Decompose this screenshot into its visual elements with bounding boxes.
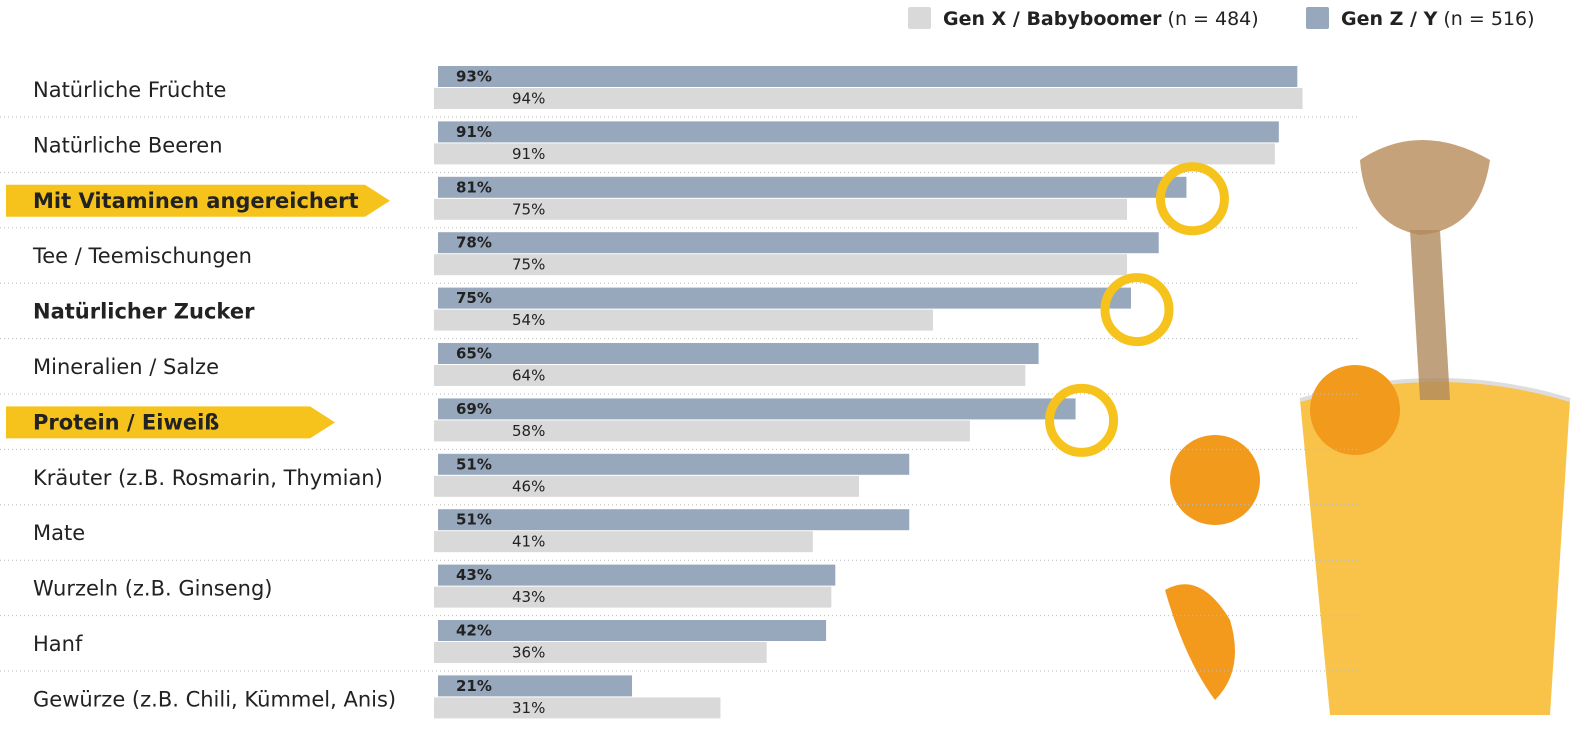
- value-label: 64%: [512, 367, 545, 385]
- legend-sample: (n = 484): [1168, 8, 1259, 30]
- legend-name: Gen Z / Y: [1341, 8, 1438, 30]
- category-label: Protein / Eiweiß: [33, 410, 219, 434]
- bar: [438, 232, 1159, 253]
- value-label: 21%: [456, 677, 492, 695]
- legend-name: Gen X / Babyboomer: [943, 8, 1162, 30]
- bar: [438, 121, 1279, 142]
- value-label: 75%: [512, 256, 545, 274]
- bar: [438, 398, 1076, 419]
- category-label: Mineralien / Salze: [33, 355, 219, 379]
- category-label: Mate: [33, 521, 85, 545]
- highlight-circle: [1050, 388, 1114, 452]
- bar: [434, 310, 933, 331]
- value-label: 54%: [512, 311, 545, 329]
- bar: [438, 509, 909, 530]
- legend-sample: (n = 516): [1443, 8, 1534, 30]
- value-label: 41%: [512, 533, 545, 551]
- value-label: 51%: [456, 455, 492, 473]
- category-label: Natürliche Früchte: [33, 78, 226, 102]
- value-label: 75%: [456, 289, 492, 307]
- value-label: 46%: [512, 477, 545, 495]
- value-label: 51%: [456, 511, 492, 529]
- bar: [438, 288, 1131, 309]
- category-label: Natürliche Beeren: [33, 133, 223, 157]
- category-label: Hanf: [33, 632, 83, 656]
- bar: [438, 620, 826, 641]
- category-label: Kräuter (z.B. Rosmarin, Thymian): [33, 466, 383, 490]
- category-label: Tee / Teemischungen: [32, 244, 252, 268]
- bar: [434, 587, 831, 608]
- value-label: 43%: [512, 588, 545, 606]
- bar: [434, 476, 859, 497]
- value-label: 91%: [456, 123, 492, 141]
- bar: [434, 531, 813, 552]
- value-label: 91%: [512, 145, 545, 163]
- category-label: Natürlicher Zucker: [33, 300, 255, 324]
- highlight-circle: [1160, 167, 1224, 231]
- category-label: Wurzeln (z.B. Ginseng): [33, 577, 272, 601]
- category-label: Gewürze (z.B. Chili, Kümmel, Anis): [33, 687, 396, 711]
- value-label: 81%: [456, 178, 492, 196]
- value-label: 94%: [512, 90, 545, 108]
- bar: [438, 343, 1039, 364]
- bar: [434, 88, 1303, 109]
- bar: [434, 697, 720, 718]
- value-label: 69%: [456, 400, 492, 418]
- bar: [434, 143, 1275, 164]
- value-label: 93%: [456, 68, 492, 86]
- legend-label: Gen Z / Y (n = 516): [1341, 8, 1535, 30]
- value-label: 58%: [512, 422, 545, 440]
- legend-swatch: [1306, 7, 1329, 29]
- value-label: 31%: [512, 699, 545, 717]
- category-label: Mit Vitaminen angereichert: [33, 189, 359, 213]
- value-label: 78%: [456, 234, 492, 252]
- bar: [438, 565, 835, 586]
- highlight-circle: [1105, 278, 1169, 342]
- legend-swatch: [908, 7, 931, 29]
- value-label: 75%: [512, 200, 545, 218]
- value-label: 43%: [456, 566, 492, 584]
- value-label: 65%: [456, 345, 492, 363]
- bar: [438, 66, 1297, 87]
- bar: [438, 454, 909, 475]
- chart: Gen X / Babyboomer (n = 484) Gen Z / Y (n…: [0, 0, 1587, 726]
- legend-label: Gen X / Babyboomer (n = 484): [943, 8, 1259, 30]
- decoration-image: [1165, 140, 1570, 715]
- bar: [434, 642, 767, 663]
- bar: [438, 177, 1186, 198]
- value-label: 36%: [512, 644, 545, 662]
- value-label: 42%: [456, 622, 492, 640]
